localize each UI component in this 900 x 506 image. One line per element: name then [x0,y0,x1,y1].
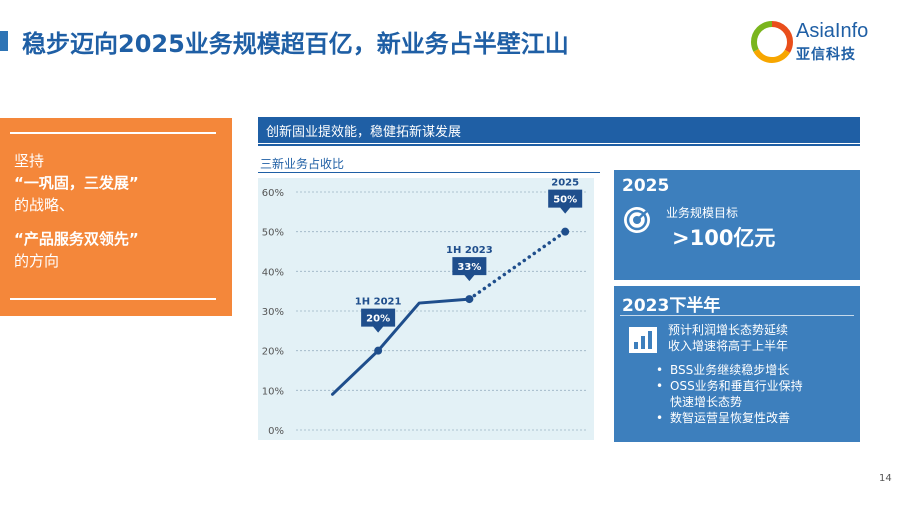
callout-value: 33% [457,262,481,273]
forecast-line [467,229,567,301]
bullet-dot: • [656,379,664,393]
bullet-text: 快速增长态势 [670,395,743,409]
bullet-dot: • [656,363,664,377]
target-icon [624,207,650,233]
outlook-bullet-list: • BSS业务继续稳步增长 • OSS业务和垂直行业保持 快速增长态势 • 数智运营呈恢复性… [656,362,850,426]
strategy-text: 坚持 “一巩固，三发展” 的战略、 “产品服务双领先” 的方向 [14,150,139,272]
logo-name-en: AsiaInfo [796,20,869,42]
callout-box [361,308,396,333]
profit-line-1: 预计利润增长态势延续 [668,323,789,337]
strategy-quote-1: “一巩固，三发展” [14,174,139,192]
slide-title: 稳步迈向2025业务规模超百亿，新业务占半壁江山 [22,30,569,58]
data-point [561,227,570,236]
y-tick-label: 60% [262,188,284,199]
section-header-underline [258,144,860,146]
page-number: 14 [879,473,892,484]
outlook-divider [620,315,854,316]
outlook-title: 2023下半年 [622,296,721,316]
y-tick-label: 40% [262,267,284,278]
actual-line [331,297,471,396]
outlook-bullet-item: • 数智运营呈恢复性改善 [656,410,850,426]
panel-bottom-rule [10,298,216,300]
profit-line-2: 收入增速将高于上半年 [668,339,789,353]
bullet-text: 数智运营呈恢复性改善 [670,411,791,425]
chart-title-underline [258,172,600,173]
callout-box [548,189,583,214]
bullet-text: BSS业务继续稳步增长 [670,363,790,377]
strategy-quote-2: “产品服务双领先” [14,230,139,248]
strategy-line-3: 的方向 [14,252,60,270]
target-value: >100亿元 [672,226,776,250]
target-label: 业务规模目标 [666,206,739,220]
y-tick-label: 20% [262,347,284,358]
target-year: 2025 [622,176,670,196]
callout-period: 1H 2021 [355,297,402,308]
y-tick-label: 0% [268,426,284,437]
strategy-line-2: 的战略、 [14,196,75,214]
strategy-panel [0,118,232,316]
panel-top-rule [10,132,216,134]
chart-background [258,178,594,440]
data-point [465,295,474,304]
callout-value: 50% [553,195,577,206]
target-2025-box [614,170,860,280]
callout-value: 20% [366,314,390,325]
data-point [374,346,383,355]
outlook-2023-box [614,286,860,442]
bar-chart-icon [629,327,657,353]
callout-period: 2025 [551,178,579,189]
callout-box [452,257,487,282]
bullet-dot: • [656,411,664,425]
outlook-bullet-item: • BSS业务继续稳步增长 [656,362,850,378]
profit-outlook-text: 预计利润增长态势延续 收入增速将高于上半年 [668,322,788,354]
section-header-text: 创新固业提效能，稳健拓新谋发展 [266,125,462,140]
strategy-line-1: 坚持 [14,152,45,170]
bullet-text: OSS业务和垂直行业保持 [670,379,803,393]
y-tick-label: 50% [262,228,284,239]
asiainfo-logo [751,21,793,63]
title-accent-bar [0,31,8,51]
section-header-band [258,117,860,143]
y-tick-label: 30% [262,307,284,318]
chart-title: 三新业务占收比 [260,157,345,171]
revenue-share-chart: 0% 10% 20% 30% 40% 50% 60% 20% 1H 2021 33% 1H 2023… [258,178,594,440]
logo-name-cn: 亚信科技 [796,47,856,63]
callout-period: 1H 2023 [446,245,493,256]
y-tick-label: 10% [262,386,284,397]
outlook-bullet-item: • OSS业务和垂直行业保持 快速增长态势 [656,378,850,410]
